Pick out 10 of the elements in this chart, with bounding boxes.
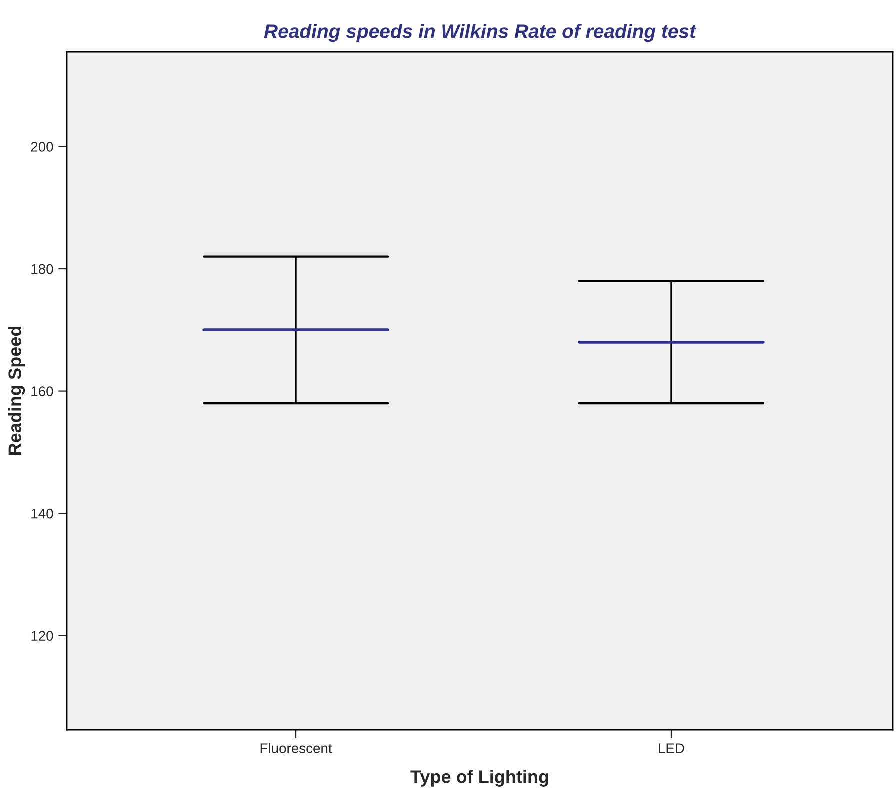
x-tick-label: LED [659, 744, 684, 754]
y-tick-label: 140 [32, 508, 54, 519]
chart-title: Reading speeds in Wilkins Rate of reading test [264, 24, 697, 42]
y-tick-label: 160 [32, 386, 54, 396]
y-tick-label: 120 [32, 631, 54, 642]
y-tick-label: 200 [31, 142, 54, 152]
x-tick-label: Fluorescent [260, 743, 332, 754]
y-tick-label: 180 [32, 264, 54, 274]
y-axis-title: Reading Speed [8, 326, 26, 455]
x-axis-title: Type of Lighting [410, 770, 548, 787]
